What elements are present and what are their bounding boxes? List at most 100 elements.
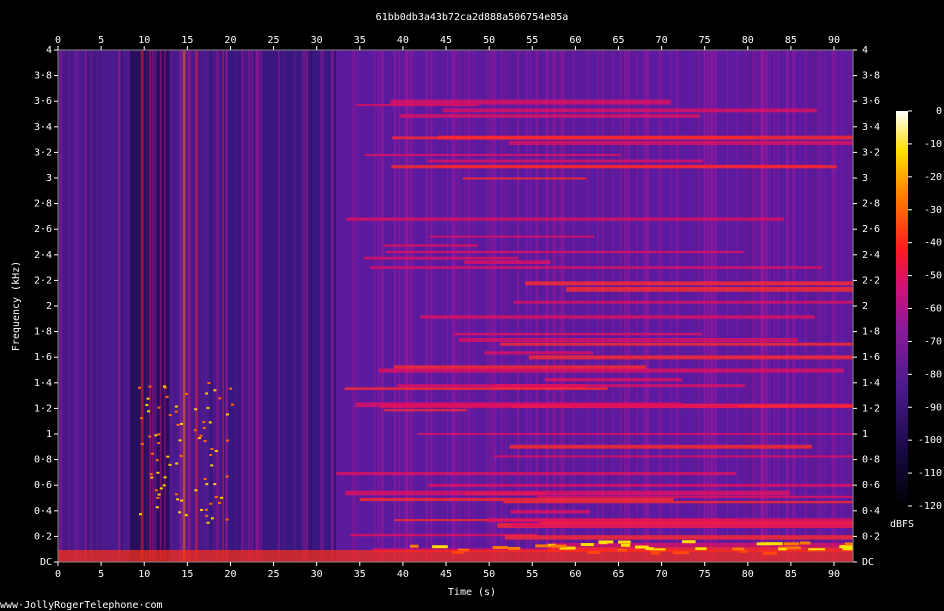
texture: [699, 50, 702, 562]
texture: [572, 50, 575, 562]
texture: [381, 50, 384, 562]
texture: [153, 50, 155, 562]
texture: [346, 217, 785, 221]
texture: [467, 50, 469, 562]
texture: [713, 50, 717, 562]
texture: [184, 514, 188, 517]
footer: www·JollyRogerTelephone·com: [0, 600, 163, 611]
texture: [176, 423, 180, 426]
y-tick-label: 2·4: [862, 250, 880, 261]
texture: [682, 540, 696, 544]
texture: [743, 50, 746, 562]
texture: [229, 387, 233, 390]
texture: [154, 434, 158, 437]
texture: [339, 50, 342, 562]
y-tick-label: 0·4: [862, 506, 880, 517]
texture: [179, 422, 183, 425]
texture: [649, 548, 666, 552]
texture: [205, 392, 209, 395]
texture: [93, 50, 96, 562]
texture: [430, 50, 433, 562]
texture: [513, 300, 853, 304]
texture: [598, 541, 608, 545]
texture: [58, 550, 853, 562]
texture: [800, 541, 811, 545]
x-tick-label: 20: [224, 569, 236, 580]
y-tick-label: 2·8: [34, 199, 52, 210]
y-tick-label: 3·2: [862, 147, 880, 158]
texture: [218, 397, 222, 400]
texture: [363, 50, 366, 562]
texture: [78, 50, 81, 562]
colorbar-tick-label: -60: [924, 304, 942, 315]
x-tick-label: 10: [138, 35, 150, 46]
y-tick-label: 3·4: [862, 122, 880, 133]
texture: [755, 50, 757, 562]
texture: [176, 498, 180, 501]
texture: [202, 421, 206, 424]
texture: [842, 547, 853, 551]
texture: [783, 542, 800, 546]
texture: [732, 547, 745, 551]
texture: [676, 50, 679, 562]
texture: [243, 50, 247, 562]
texture: [505, 50, 508, 562]
texture: [462, 50, 465, 562]
texture: [735, 50, 738, 562]
texture: [168, 414, 172, 417]
colorbar-tick-label: -30: [924, 205, 942, 216]
y-tick-label: 3: [862, 173, 868, 184]
texture: [550, 544, 567, 548]
texture: [627, 50, 630, 562]
texture: [512, 50, 514, 562]
texture: [425, 50, 429, 562]
texture: [503, 500, 853, 504]
texture: [310, 50, 312, 562]
texture: [812, 50, 816, 562]
x-tick-label: 50: [483, 35, 495, 46]
texture: [749, 50, 753, 562]
colorbar-tick-label: 0: [936, 106, 942, 117]
y-tick-label: 2·6: [34, 224, 52, 235]
texture: [822, 50, 826, 562]
colorbar: [896, 111, 908, 506]
texture: [214, 449, 218, 452]
colorbar-tick-label: -110: [918, 468, 942, 479]
y-tick-label: 1·4: [34, 378, 52, 389]
y-tick-label: 0·8: [34, 455, 52, 466]
texture: [560, 50, 564, 562]
texture: [566, 50, 568, 562]
y-tick-label: 2·4: [34, 250, 52, 261]
texture: [508, 140, 853, 146]
texture: [205, 514, 209, 517]
texture: [178, 511, 182, 514]
texture: [165, 395, 169, 398]
texture: [597, 50, 600, 562]
texture: [145, 404, 149, 407]
texture: [374, 50, 377, 562]
y-tick-label: 2·6: [862, 224, 880, 235]
texture: [787, 50, 789, 562]
texture: [502, 50, 505, 562]
texture: [356, 50, 358, 562]
texture: [225, 475, 229, 478]
texture: [617, 50, 620, 562]
texture: [635, 50, 638, 562]
texture: [209, 50, 337, 562]
x-tick-label: 30: [311, 35, 323, 46]
texture: [209, 454, 213, 457]
x-tick-label: 70: [656, 569, 668, 580]
texture: [240, 50, 244, 562]
colorbar-tick-label: -10: [924, 139, 942, 150]
x-tick-label: 90: [828, 35, 840, 46]
texture: [207, 382, 211, 385]
texture: [528, 355, 853, 360]
texture: [197, 437, 201, 440]
y-tick-label: DC: [40, 557, 52, 568]
texture: [625, 50, 628, 562]
texture: [778, 548, 787, 552]
texture: [644, 50, 648, 562]
texture: [149, 50, 152, 562]
texture: [390, 99, 671, 105]
texture: [322, 50, 325, 562]
